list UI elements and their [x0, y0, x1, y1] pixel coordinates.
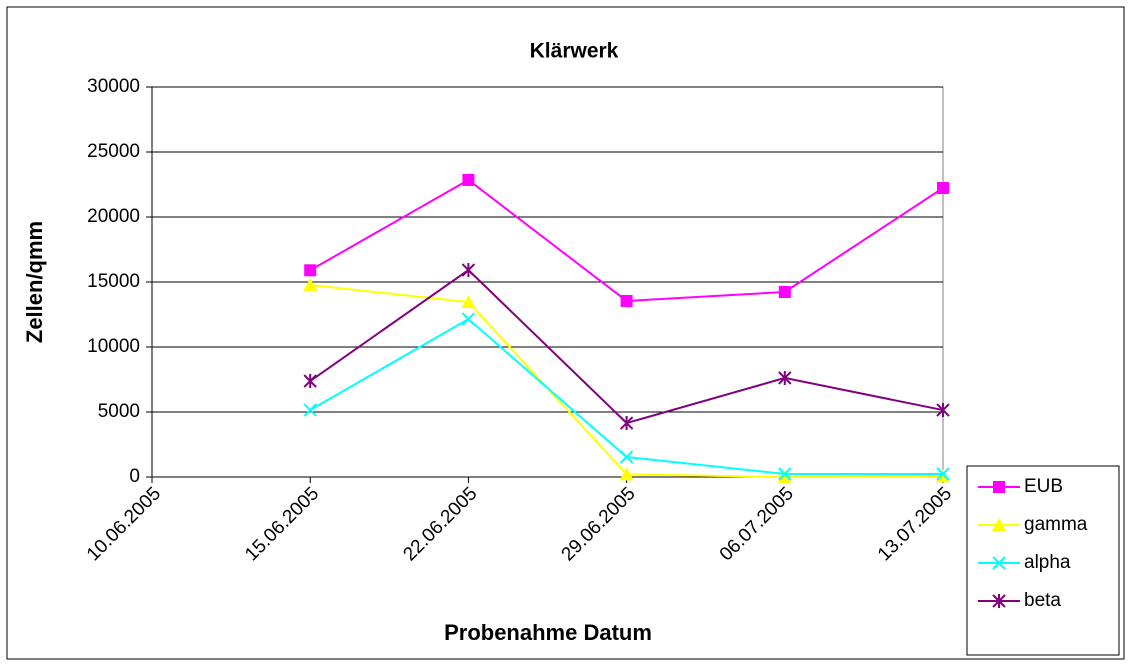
data-point	[778, 467, 792, 481]
y-tick-label: 0	[129, 466, 140, 487]
data-point	[462, 173, 475, 186]
data-point	[778, 286, 791, 299]
data-point	[303, 403, 317, 417]
legend-marker	[992, 594, 1006, 608]
data-point	[936, 467, 950, 481]
data-point	[936, 469, 950, 483]
data-point	[619, 467, 634, 481]
y-tick-label: 25000	[87, 141, 140, 162]
y-tick-label: 30000	[87, 76, 140, 97]
data-point	[936, 403, 950, 418]
legend-label: alpha	[1024, 552, 1071, 573]
y-tick-label: 20000	[87, 206, 140, 227]
x-axis-label: Probenahme Datum	[444, 620, 652, 645]
data-point	[303, 277, 318, 291]
data-point	[303, 374, 317, 389]
y-tick-label: 15000	[87, 271, 140, 292]
legend-box	[966, 465, 1120, 656]
data-point	[619, 416, 634, 431]
data-point	[937, 182, 949, 195]
data-point	[461, 312, 476, 326]
legend-label: beta	[1024, 590, 1061, 611]
data-point	[777, 470, 792, 483]
data-point	[619, 450, 634, 464]
legend-marker	[992, 556, 1006, 570]
legend-label: EUB	[1024, 476, 1063, 497]
legend-label: gamma	[1024, 514, 1088, 535]
data-point	[461, 263, 476, 278]
chart-title: Klärwerk	[530, 40, 619, 63]
data-point	[461, 295, 476, 309]
data-point	[620, 294, 633, 307]
y-tick-label: 10000	[87, 336, 140, 357]
y-tick-label: 5000	[98, 401, 140, 422]
legend-marker	[992, 518, 1006, 531]
data-point	[778, 370, 792, 385]
y-axis-label: Zellen/qmm	[22, 221, 47, 343]
legend-marker	[993, 481, 1005, 493]
data-point	[304, 264, 317, 277]
